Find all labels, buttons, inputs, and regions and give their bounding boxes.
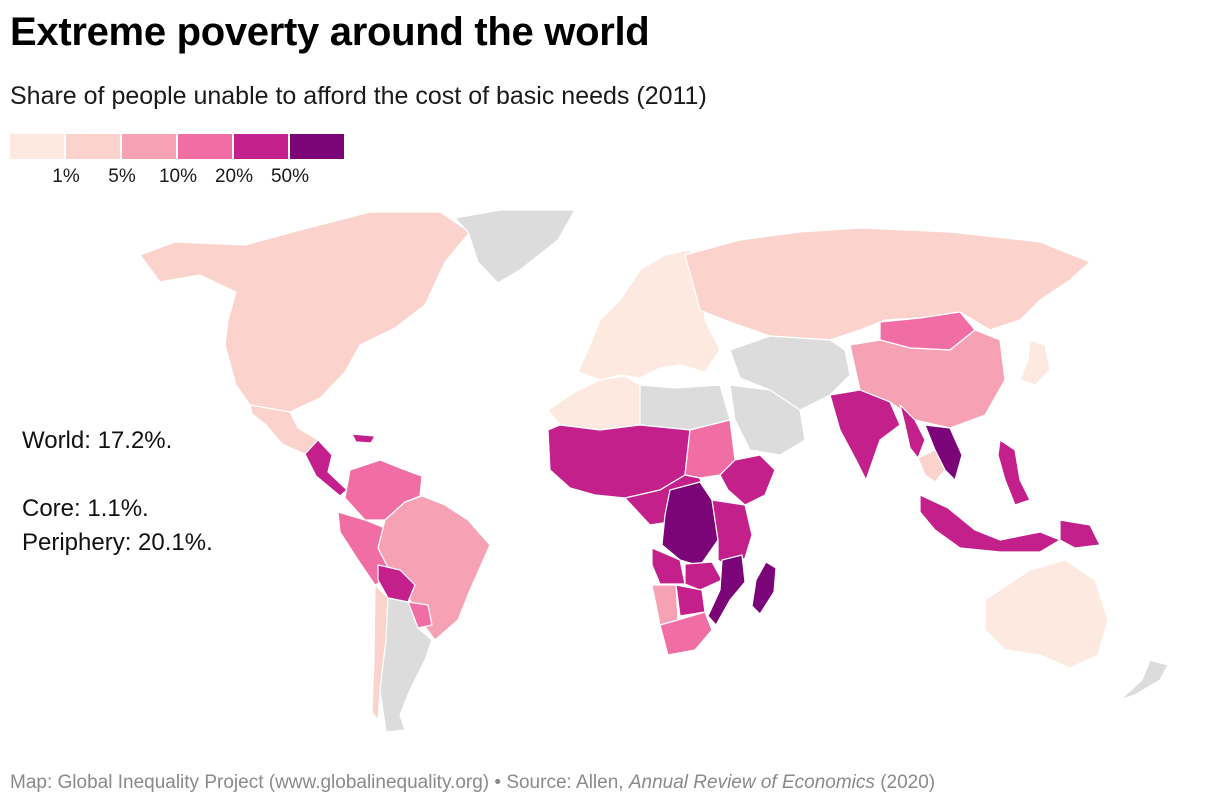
region-thailand — [917, 449, 946, 483]
region-ethiopia — [719, 454, 776, 506]
region-angola — [651, 547, 686, 585]
region-greenland — [454, 209, 576, 284]
region-mexico — [249, 404, 319, 455]
region-indonesia — [919, 494, 1061, 553]
footer-suffix: (2020) — [874, 772, 936, 793]
color-legend: 1% 5% 10% 20% 50% — [10, 134, 350, 194]
footer-prefix: Map: Global Inequality Project (www.glob… — [10, 772, 629, 793]
legend-tick-3: 10% — [158, 166, 198, 187]
legend-swatch-3 — [122, 134, 176, 159]
legend-swatch-6 — [290, 134, 344, 159]
region-europe — [577, 249, 721, 381]
world-choropleth-map — [139, 209, 1169, 733]
stat-world: World: 17.2%. — [22, 427, 173, 454]
region-mozambique — [707, 554, 746, 626]
legend-swatch-5 — [234, 134, 288, 159]
legend-tick-2: 5% — [108, 166, 136, 187]
region-argentina — [379, 597, 433, 733]
region-madagascar — [751, 561, 777, 615]
region-north-africa — [547, 375, 641, 431]
stat-periphery: Periphery: 20.1%. — [22, 529, 213, 556]
legend-swatch-4 — [178, 134, 232, 159]
footer-journal: Annual Review of Economics — [628, 772, 875, 793]
region-japan — [1019, 339, 1051, 386]
region-papua-new-guinea — [1059, 519, 1101, 549]
region-south-africa — [659, 611, 713, 656]
legend-tick-1: 1% — [52, 166, 80, 187]
stat-core: Core: 1.1%. — [22, 495, 149, 522]
poverty-stats: World: 17.2%. Core: 1.1%. Periphery: 20.… — [22, 424, 213, 560]
region-central-america — [304, 439, 348, 497]
region-caribbean — [351, 433, 376, 444]
legend-swatch-2 — [66, 134, 120, 159]
legend-tick-4: 20% — [214, 166, 254, 187]
region-zambia — [684, 561, 723, 591]
map-title: Extreme poverty around the world — [10, 10, 650, 54]
legend-tick-5: 50% — [270, 166, 310, 187]
region-philippines — [997, 439, 1031, 506]
region-new-zealand — [1119, 659, 1169, 701]
legend-swatch-1 — [10, 134, 64, 159]
region-botswana — [675, 584, 706, 617]
region-india — [829, 389, 901, 481]
source-footer: Map: Global Inequality Project (www.glob… — [10, 772, 935, 794]
region-congo — [661, 481, 719, 567]
region-iran-central-asia — [729, 335, 851, 411]
region-australia — [984, 559, 1109, 669]
region-north-america — [139, 211, 471, 413]
map-subtitle: Share of people unable to afford the cos… — [10, 82, 707, 110]
region-namibia — [651, 584, 679, 626]
